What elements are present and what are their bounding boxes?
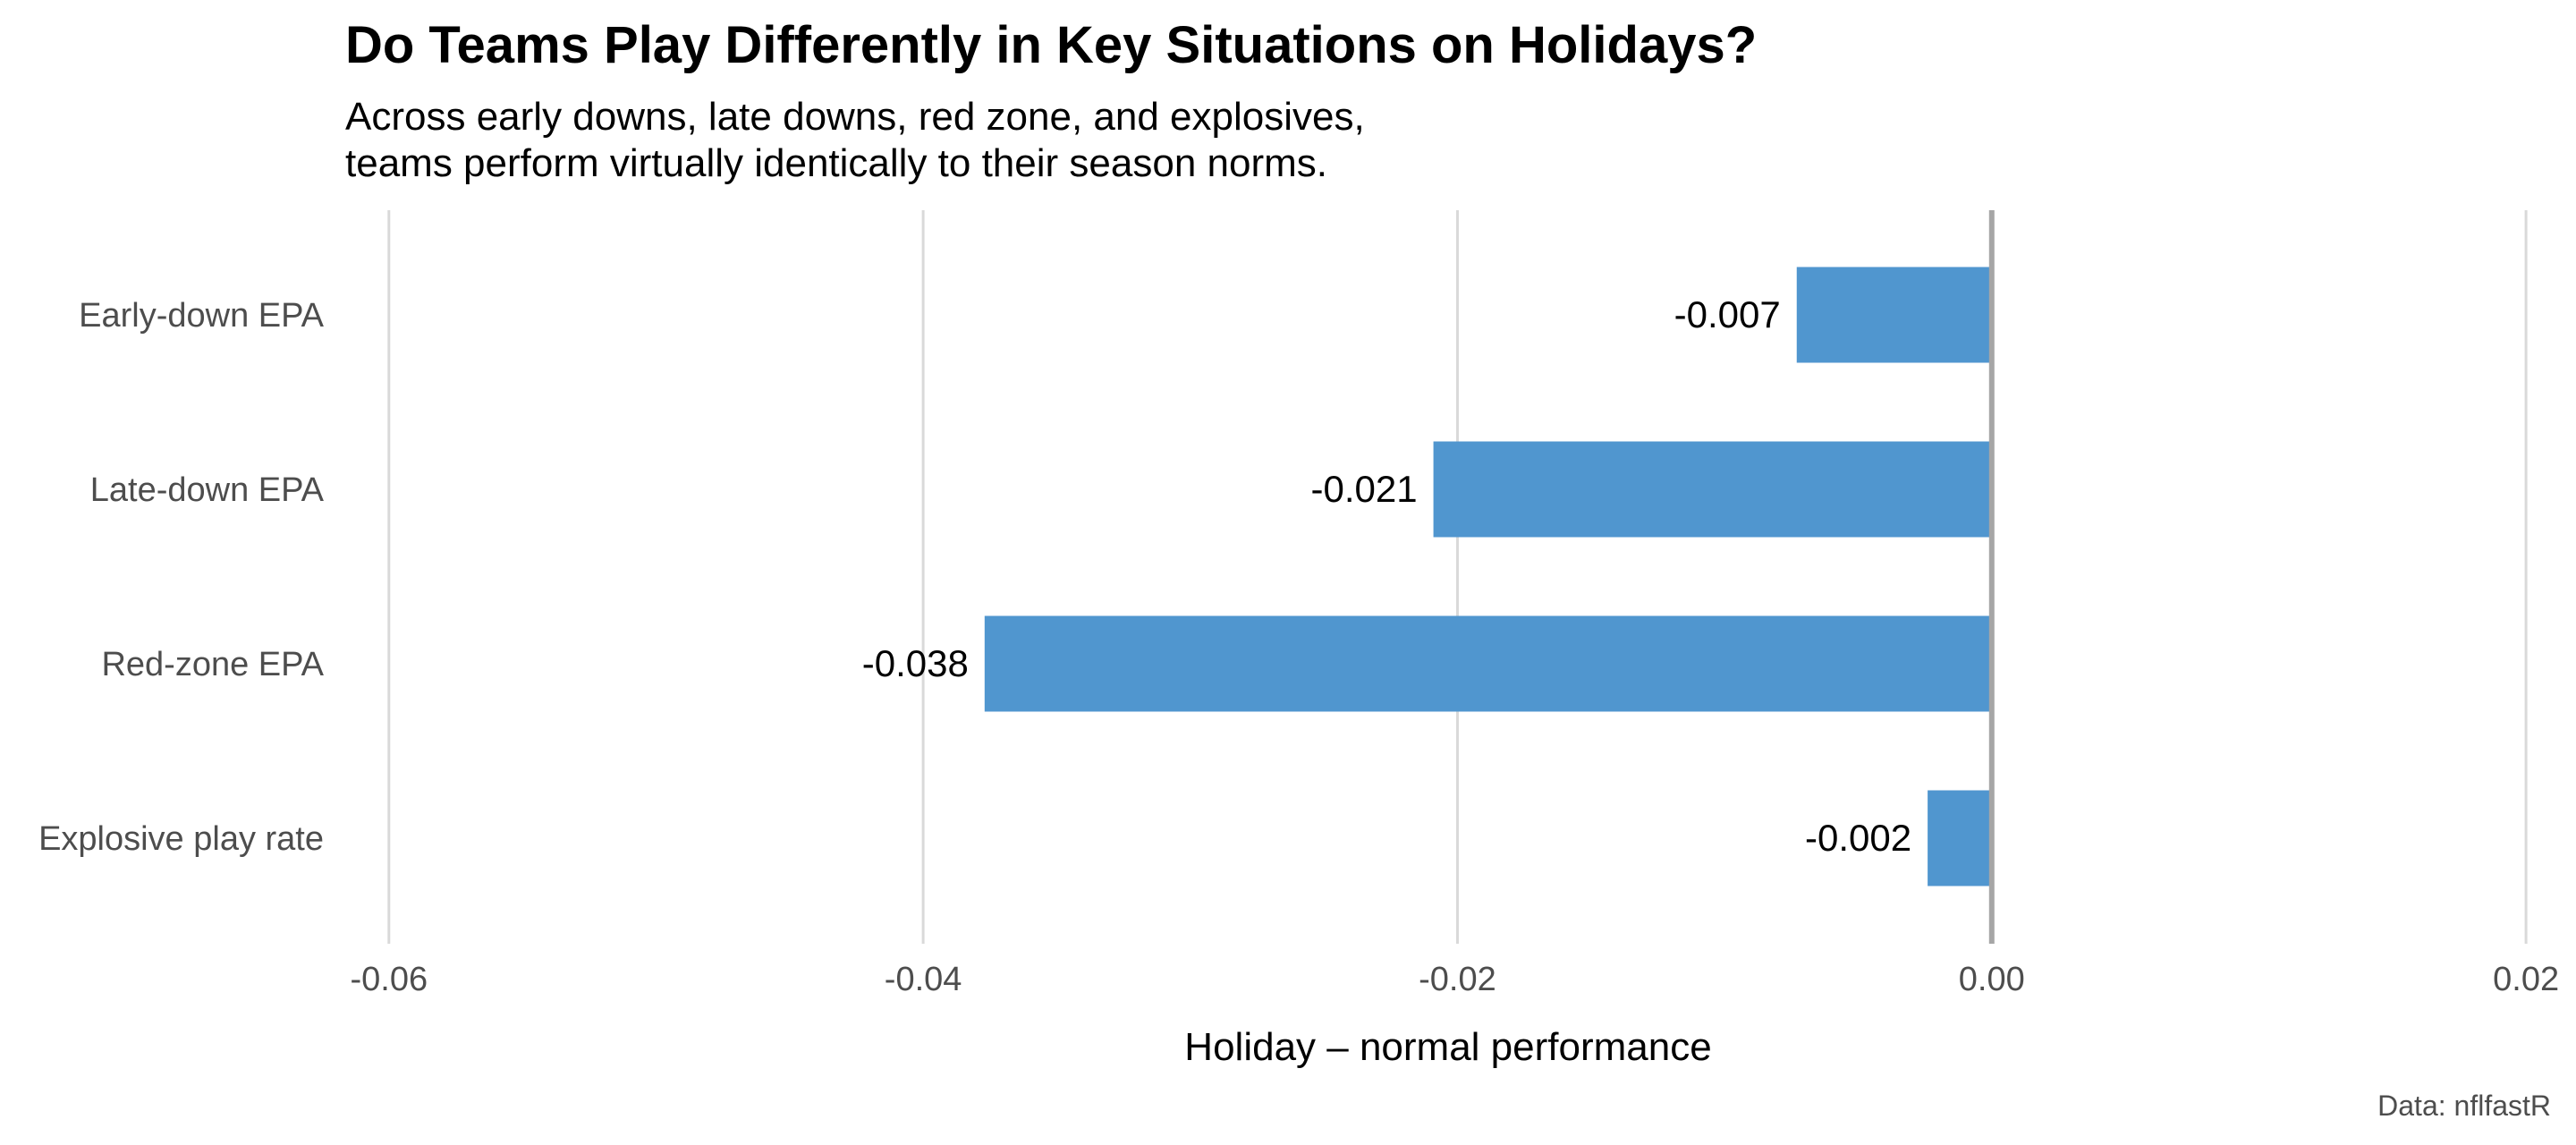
bar — [1796, 267, 1992, 363]
chart-subtitle-line-2: teams perform virtually identically to t… — [345, 141, 1327, 185]
x-tick-label: -0.06 — [350, 961, 428, 998]
bar — [1928, 790, 1992, 886]
data-label: -0.021 — [1310, 468, 1417, 510]
category-label: Late-down EPA — [90, 471, 325, 509]
x-tick-label: -0.04 — [885, 961, 962, 998]
bars — [984, 267, 1992, 886]
category-label: Explosive play rate — [38, 820, 324, 858]
x-tick-label: 0.00 — [1959, 961, 2025, 998]
category-label: Red-zone EPA — [101, 646, 324, 683]
x-tick-labels: -0.06 -0.04 -0.02 0.00 0.02 — [350, 961, 2559, 998]
bar — [1433, 441, 1992, 538]
x-axis-title: Holiday – normal performance — [1184, 1025, 1711, 1069]
category-labels: Early-down EPA Late-down EPA Red-zone EPA E… — [38, 297, 325, 858]
bar — [984, 615, 1992, 712]
x-tick-label: -0.02 — [1419, 961, 1496, 998]
caption: Data: nflfastR — [2377, 1090, 2551, 1122]
x-tick-label: 0.02 — [2493, 961, 2559, 998]
data-labels: -0.007 -0.021 -0.038 -0.002 — [862, 293, 1911, 859]
gridlines — [387, 210, 2528, 944]
data-label: -0.038 — [862, 642, 969, 684]
data-label: -0.002 — [1805, 817, 1911, 859]
chart-title: Do Teams Play Differently in Key Situati… — [345, 16, 1757, 74]
category-label: Early-down EPA — [79, 297, 325, 335]
chart-subtitle-line-1: Across early downs, late downs, red zone… — [345, 95, 1365, 139]
data-label: -0.007 — [1674, 293, 1781, 335]
